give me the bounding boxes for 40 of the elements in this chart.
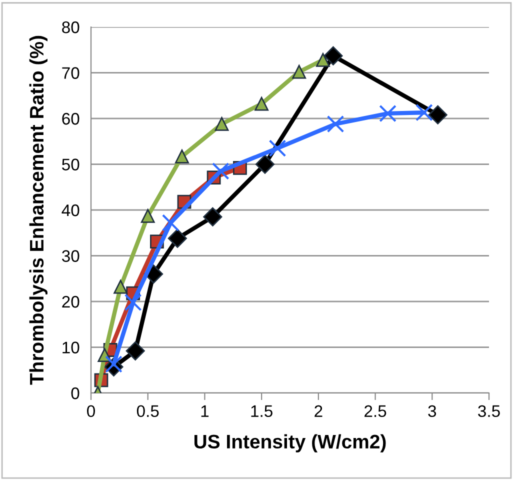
y-tick-label: 60 (62, 112, 80, 125)
point (175, 150, 189, 164)
point (292, 64, 306, 79)
point (416, 104, 433, 122)
x-tick-label: 2 (314, 405, 322, 417)
y-tick-label: 50 (62, 158, 80, 170)
x-tick-label: 1.5 (251, 405, 272, 418)
y-tick-label: 20 (62, 296, 80, 308)
x-tick-label: 0.5 (136, 405, 159, 418)
x-tick-label: 3 (428, 405, 436, 418)
point (326, 115, 344, 133)
point (126, 341, 145, 360)
point (254, 96, 269, 111)
y-tick-label: 80 (62, 21, 80, 34)
point (379, 104, 396, 122)
x-tick-label: 0 (87, 405, 95, 418)
y-axis-title: Thrombolysis Enhancement Ratio (%) (29, 36, 48, 385)
point (168, 228, 187, 248)
point (124, 294, 142, 312)
point (114, 280, 128, 294)
point (212, 162, 230, 180)
x-axis-title: US Intensity (W/cm2) (194, 434, 386, 452)
point (324, 46, 343, 66)
y-tick-label: 0 (71, 387, 80, 400)
y-tick-label: 40 (62, 204, 80, 216)
point (316, 52, 330, 67)
x-tick-label: 1 (201, 405, 209, 417)
point (428, 105, 448, 124)
y-tick-label: 10 (62, 342, 80, 354)
x-tick-label: 3.5 (478, 405, 500, 418)
point (140, 209, 155, 223)
point (255, 154, 275, 174)
point (203, 207, 222, 226)
point (214, 117, 229, 131)
point (162, 214, 180, 232)
point (268, 140, 286, 157)
y-tick-label: 30 (62, 250, 80, 262)
x-tick-label: 2.5 (364, 405, 386, 418)
point (105, 355, 122, 373)
y-tick-label: 70 (62, 67, 80, 79)
